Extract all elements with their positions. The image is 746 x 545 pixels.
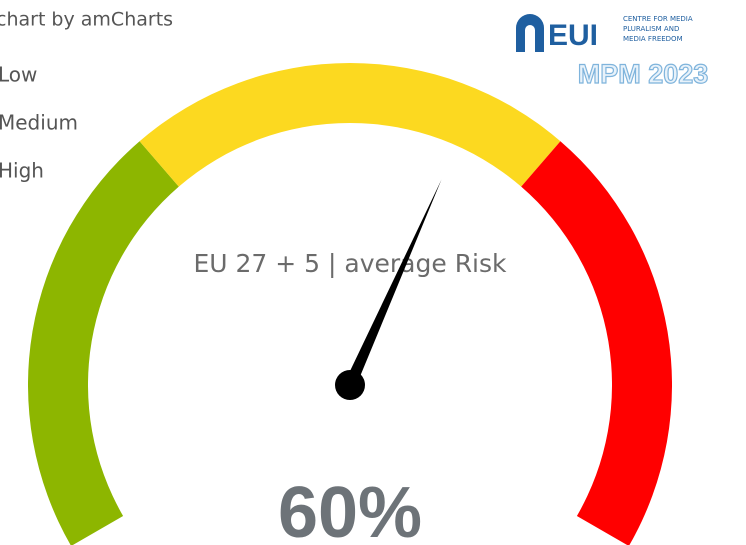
value-label: 60%: [278, 473, 422, 545]
logo-text: CENTRE FOR MEDIA: [623, 15, 693, 23]
legend-label: Low: [0, 63, 37, 87]
gauge-band: [139, 63, 561, 187]
logo-text: PLURALISM AND: [623, 25, 679, 33]
logo-text: MEDIA FREEDOM: [623, 35, 683, 43]
logo: EUI CENTRE FOR MEDIA PLURALISM AND MEDIA…: [516, 14, 709, 90]
credit: chart by amCharts: [0, 9, 173, 31]
logo-name: EUI: [548, 19, 598, 52]
needle-hub: [335, 370, 365, 400]
gauge-title: EU 27 + 5 | average Risk: [193, 249, 507, 278]
gauge-band: [28, 141, 179, 545]
gauge-band: [521, 141, 672, 545]
legend-label: Medium: [0, 111, 78, 135]
logo-icon: [516, 14, 544, 52]
needle: [344, 179, 442, 388]
legend-label: High: [0, 159, 44, 183]
logo-edition: MPM 2023: [578, 59, 709, 89]
